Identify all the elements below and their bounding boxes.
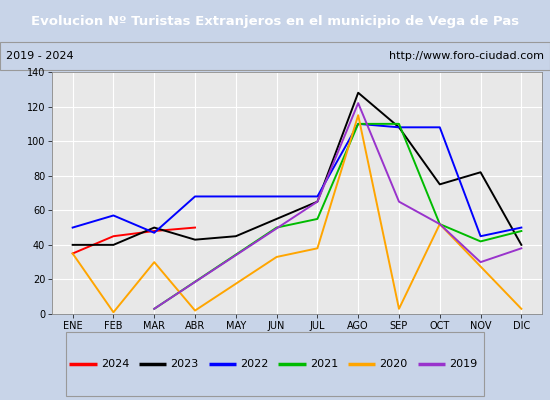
Text: 2019: 2019 (449, 359, 477, 369)
Text: Evolucion Nº Turistas Extranjeros en el municipio de Vega de Pas: Evolucion Nº Turistas Extranjeros en el … (31, 14, 519, 28)
Text: 2020: 2020 (379, 359, 408, 369)
Text: 2024: 2024 (101, 359, 129, 369)
Text: 2022: 2022 (240, 359, 268, 369)
Text: 2019 - 2024: 2019 - 2024 (6, 51, 73, 61)
Text: http://www.foro-ciudad.com: http://www.foro-ciudad.com (389, 51, 544, 61)
Text: 2021: 2021 (310, 359, 338, 369)
Text: 2023: 2023 (170, 359, 199, 369)
